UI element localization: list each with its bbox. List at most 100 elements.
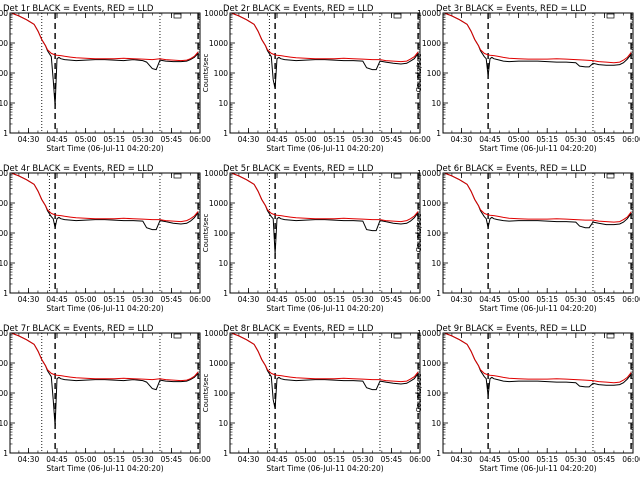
series-line <box>231 172 419 223</box>
plot-frame <box>9 172 201 294</box>
chart-panel: Det 7r BLACK = Events, RED = LLD 1 10 100 10… <box>0 324 211 473</box>
x-tick-label: 06:00 <box>189 295 211 304</box>
chart-panel: Det 2r BLACK = Events, RED = LLD 1 10 100 10… <box>202 4 431 153</box>
y-tick-label: 100 <box>427 389 442 398</box>
y-tick-label: 10 <box>218 419 228 428</box>
series-line <box>231 332 419 409</box>
y-tick-label: 100 <box>0 389 8 398</box>
y-tick-label: 1 <box>223 129 228 138</box>
x-tick-label: 04:45 <box>479 455 501 464</box>
y-tick-label: 10000 <box>204 9 228 18</box>
chart-panel: Det 9r BLACK = Events, RED = LLD 1 10 100 10… <box>415 324 640 473</box>
y-axis-label: Counts/sec <box>415 54 423 93</box>
legend-box-icon <box>606 333 615 339</box>
y-tick-label: 10 <box>431 259 441 268</box>
y-tick-label: 1000 <box>0 359 8 368</box>
x-axis-label: Start Time (06-Jul-11 04:20:20) <box>479 144 596 153</box>
chart-panel: Det 6r BLACK = Events, RED = LLD 1 10 100 10… <box>415 164 640 313</box>
chart-panel: Det 8r BLACK = Events, RED = LLD 1 10 100 10… <box>202 324 431 473</box>
y-tick-label: 100 <box>427 229 442 238</box>
x-tick-label: 05:15 <box>536 295 558 304</box>
y-tick-label: 100 <box>0 229 8 238</box>
x-axis-label: Start Time (06-Jul-11 04:20:20) <box>46 464 163 473</box>
chart-title: Det 5r BLACK = Events, RED = LLD <box>223 164 374 174</box>
legend-box-icon <box>393 173 402 179</box>
y-tick-label: 1 <box>436 129 441 138</box>
chart-panel: Det 3r BLACK = Events, RED = LLD 1 10 100 10… <box>415 4 640 153</box>
x-tick-label: 05:00 <box>75 455 97 464</box>
x-tick-label: 05:15 <box>323 135 345 144</box>
x-tick-label: 04:45 <box>479 295 501 304</box>
y-tick-label: 1000 <box>0 199 8 208</box>
legend-box-icon <box>606 173 615 179</box>
x-tick-label: 06:00 <box>409 295 431 304</box>
series-line <box>231 12 419 63</box>
x-tick-label: 04:30 <box>238 455 260 464</box>
y-tick-label: 10 <box>218 259 228 268</box>
x-tick-label: 04:45 <box>266 135 288 144</box>
chart-title: Det 4r BLACK = Events, RED = LLD <box>3 164 154 174</box>
y-tick-label: 100 <box>214 389 229 398</box>
y-tick-label: 10 <box>0 259 8 268</box>
y-tick-label: 10000 <box>0 9 8 18</box>
plot-frame <box>442 332 634 454</box>
series-line <box>231 332 419 383</box>
x-tick-label: 05:30 <box>352 295 374 304</box>
x-tick-label: 05:15 <box>536 135 558 144</box>
x-tick-label: 05:00 <box>75 135 97 144</box>
x-axis-label: Start Time (06-Jul-11 04:20:20) <box>266 144 383 153</box>
plot-frame <box>229 332 421 454</box>
x-tick-label: 04:45 <box>46 455 68 464</box>
x-axis-label: Start Time (06-Jul-11 04:20:20) <box>479 464 596 473</box>
x-axis-label: Start Time (06-Jul-11 04:20:20) <box>266 304 383 313</box>
x-tick-label: 05:00 <box>295 455 317 464</box>
x-tick-label: 04:30 <box>451 295 473 304</box>
y-tick-label: 1000 <box>209 39 228 48</box>
x-tick-label: 05:45 <box>161 295 183 304</box>
x-tick-label: 06:00 <box>189 455 211 464</box>
x-tick-label: 06:00 <box>622 135 640 144</box>
x-tick-label: 05:45 <box>594 295 616 304</box>
y-tick-label: 10 <box>218 99 228 108</box>
series-line <box>444 12 632 76</box>
y-tick-label: 1000 <box>422 39 441 48</box>
y-axis-label: Counts/sec <box>202 374 210 413</box>
chart-panel: Det 1r BLACK = Events, RED = LLD 1 10 100 10… <box>0 4 211 153</box>
y-tick-label: 1000 <box>422 199 441 208</box>
legend-box-icon <box>393 13 402 19</box>
x-tick-label: 05:45 <box>594 135 616 144</box>
x-axis-label: Start Time (06-Jul-11 04:20:20) <box>479 304 596 313</box>
x-tick-label: 05:45 <box>161 135 183 144</box>
chart-panel: Det 5r BLACK = Events, RED = LLD 1 10 100 10… <box>202 164 431 313</box>
legend-box-icon <box>173 173 182 179</box>
chart-title: Det 7r BLACK = Events, RED = LLD <box>3 324 154 334</box>
x-tick-label: 04:45 <box>46 295 68 304</box>
y-tick-label: 1 <box>436 449 441 458</box>
x-tick-label: 05:30 <box>132 295 154 304</box>
series-line <box>231 12 419 89</box>
y-tick-label: 10000 <box>417 169 441 178</box>
x-tick-label: 05:15 <box>323 455 345 464</box>
y-tick-label: 10 <box>0 99 8 108</box>
x-tick-label: 05:45 <box>381 455 403 464</box>
plot-frame <box>442 12 634 134</box>
y-tick-label: 100 <box>427 69 442 78</box>
y-tick-label: 1 <box>223 289 228 298</box>
x-tick-label: 04:30 <box>18 295 40 304</box>
x-tick-label: 06:00 <box>622 455 640 464</box>
chart-title: Det 6r BLACK = Events, RED = LLD <box>436 164 587 174</box>
x-tick-label: 05:00 <box>508 455 530 464</box>
plot-frame <box>229 12 421 134</box>
y-tick-label: 10 <box>431 419 441 428</box>
series-line <box>231 172 419 255</box>
y-axis-label: Counts/sec <box>202 54 210 93</box>
x-tick-label: 05:15 <box>103 455 125 464</box>
x-tick-label: 05:30 <box>352 455 374 464</box>
x-tick-label: 05:30 <box>132 135 154 144</box>
chart-title: Det 9r BLACK = Events, RED = LLD <box>436 324 587 334</box>
x-tick-label: 04:30 <box>18 135 40 144</box>
x-tick-label: 05:45 <box>161 455 183 464</box>
series-line <box>444 332 632 396</box>
y-tick-label: 10000 <box>204 329 228 338</box>
